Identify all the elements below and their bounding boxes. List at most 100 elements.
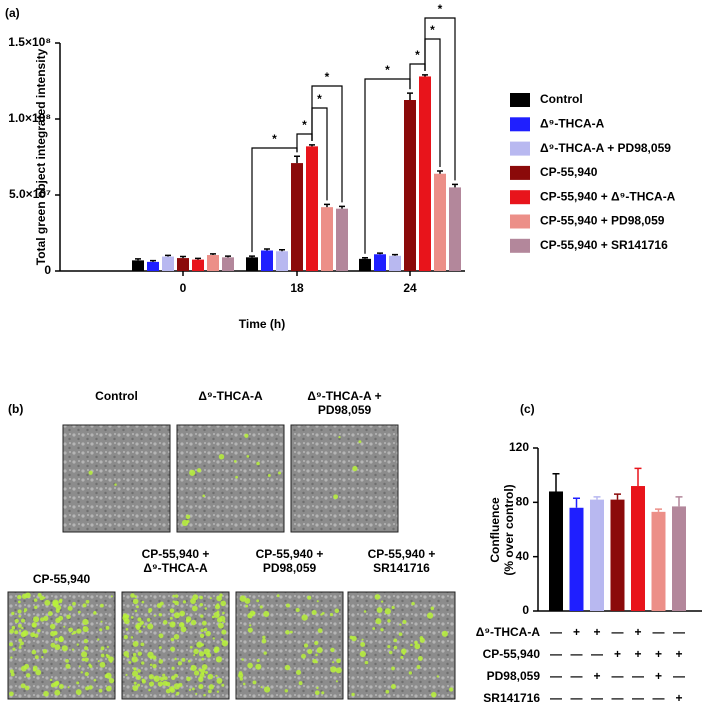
table-cell: + bbox=[593, 625, 600, 639]
green-cell bbox=[215, 674, 218, 678]
green-cell bbox=[329, 612, 334, 617]
green-cell bbox=[17, 623, 22, 628]
green-cell bbox=[159, 676, 165, 681]
green-cell bbox=[168, 686, 174, 692]
green-cell bbox=[199, 595, 203, 600]
legend-label: Δ⁹-THCA-A bbox=[540, 116, 605, 130]
x-tick-label: 0 bbox=[180, 281, 187, 295]
green-cell bbox=[56, 681, 59, 684]
green-cell bbox=[393, 645, 398, 650]
significance-bracket bbox=[364, 78, 411, 254]
error-bar bbox=[655, 508, 662, 512]
green-cell bbox=[430, 606, 435, 611]
green-cell bbox=[207, 689, 212, 694]
error-bar bbox=[279, 248, 285, 252]
green-cell bbox=[20, 665, 27, 672]
green-cell bbox=[130, 616, 134, 619]
green-cell bbox=[162, 673, 166, 677]
panel-label: (c) bbox=[520, 402, 535, 416]
green-cell bbox=[220, 638, 224, 642]
green-cell bbox=[349, 635, 353, 640]
row-label: SR141716 bbox=[483, 691, 540, 705]
image-label: SR141716 bbox=[373, 561, 430, 575]
green-cell bbox=[176, 691, 180, 695]
green-cell bbox=[81, 657, 86, 662]
error-bar bbox=[225, 255, 231, 258]
green-cell bbox=[130, 636, 134, 639]
green-cell bbox=[148, 607, 153, 613]
green-cell bbox=[23, 608, 28, 612]
green-cell bbox=[83, 626, 86, 629]
green-cell bbox=[82, 618, 89, 626]
green-cell bbox=[52, 599, 59, 606]
green-cell bbox=[20, 683, 26, 689]
green-cell bbox=[43, 690, 49, 697]
green-cell bbox=[398, 632, 403, 637]
legend-label: Control bbox=[540, 92, 583, 106]
y-axis-label: Total green object integrated intensity bbox=[34, 48, 48, 265]
green-cell bbox=[205, 630, 211, 637]
green-cell bbox=[402, 619, 407, 624]
green-cell bbox=[336, 658, 341, 664]
green-cell bbox=[402, 652, 406, 655]
green-cell bbox=[249, 624, 252, 627]
bar bbox=[651, 511, 666, 611]
table-cell: + bbox=[593, 669, 600, 683]
green-cell bbox=[136, 622, 142, 628]
green-cell bbox=[93, 678, 97, 682]
green-cell bbox=[158, 633, 164, 639]
green-cell bbox=[295, 669, 302, 675]
image-label: Δ⁹-THCA-A bbox=[198, 389, 263, 403]
green-cell bbox=[83, 646, 89, 651]
green-cell bbox=[202, 494, 206, 498]
table-cell: — bbox=[653, 691, 665, 705]
x-axis-label: Time (h) bbox=[239, 317, 285, 331]
bar bbox=[434, 173, 446, 271]
legend-swatch bbox=[510, 141, 530, 156]
green-cell bbox=[315, 653, 318, 657]
green-cell bbox=[389, 650, 393, 655]
error-bar bbox=[573, 497, 580, 508]
green-cell bbox=[21, 626, 24, 630]
green-cell bbox=[97, 660, 100, 663]
green-cell bbox=[200, 628, 204, 633]
green-cell bbox=[246, 454, 250, 458]
green-cell bbox=[239, 595, 246, 602]
micrograph bbox=[176, 424, 285, 533]
green-cell bbox=[17, 594, 22, 600]
green-cell bbox=[66, 614, 71, 620]
green-cell bbox=[198, 668, 202, 672]
micrograph bbox=[7, 591, 116, 700]
green-cell bbox=[68, 627, 74, 633]
green-cell bbox=[311, 609, 317, 616]
green-cell bbox=[137, 669, 141, 673]
green-cell bbox=[199, 633, 205, 638]
green-cell bbox=[147, 623, 154, 630]
green-cell bbox=[198, 651, 205, 657]
row-label: PD98,059 bbox=[487, 669, 541, 683]
green-cell bbox=[108, 656, 114, 662]
green-cell bbox=[203, 693, 206, 697]
green-cell bbox=[352, 465, 358, 472]
green-cell bbox=[263, 610, 270, 618]
green-cell bbox=[11, 611, 15, 616]
bar bbox=[261, 250, 273, 271]
green-cell bbox=[173, 612, 181, 619]
green-cell bbox=[165, 688, 171, 694]
green-cell bbox=[181, 623, 184, 626]
green-cell bbox=[54, 689, 61, 696]
green-cell bbox=[83, 638, 89, 644]
green-cell bbox=[235, 475, 238, 479]
green-cell bbox=[88, 470, 93, 475]
bar bbox=[192, 259, 204, 271]
green-cell bbox=[173, 622, 176, 625]
green-cell bbox=[190, 667, 193, 671]
green-cell bbox=[189, 469, 196, 476]
green-cell bbox=[372, 627, 376, 630]
green-cell bbox=[136, 683, 141, 687]
green-cell bbox=[100, 653, 105, 658]
green-cell bbox=[137, 617, 142, 622]
green-cell bbox=[20, 618, 26, 623]
green-cell bbox=[19, 643, 22, 647]
green-cell bbox=[178, 682, 183, 687]
